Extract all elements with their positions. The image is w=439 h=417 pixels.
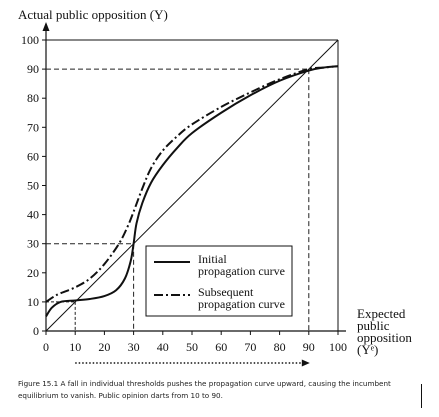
x-tick-label: 10 — [69, 340, 81, 354]
y-tick-label: 50 — [27, 179, 39, 193]
y-axis-label: Actual public opposition (Y) — [18, 7, 168, 22]
x-tick-label: 60 — [215, 340, 227, 354]
y-tick-label: 10 — [27, 295, 39, 309]
x-tick-label: 20 — [98, 340, 110, 354]
x-axis-label-line: (Yᵉ) — [357, 342, 378, 357]
y-tick-label: 30 — [27, 237, 39, 251]
y-tick-label: 0 — [33, 324, 39, 338]
x-axis-label-line: opposition — [357, 330, 412, 345]
y-tick-label: 90 — [27, 62, 39, 76]
initial-curve-line — [45, 65, 339, 318]
y-tick-label: 60 — [27, 149, 39, 163]
x-tick-label: 70 — [244, 340, 256, 354]
diagonal-45-line — [45, 39, 339, 332]
legend-label: propagation curve — [198, 297, 285, 311]
x-tick-label: 50 — [186, 340, 198, 354]
legend-label: propagation curve — [198, 264, 285, 278]
legend-label: Initial — [198, 252, 227, 266]
y-axis-arrowhead — [42, 22, 50, 31]
y-tick-label: 70 — [27, 120, 39, 134]
x-tick-label: 40 — [157, 340, 169, 354]
y-tick-label: 40 — [27, 208, 39, 222]
x-tick-label: 80 — [274, 340, 286, 354]
figure-caption: Figure 15.1 A fall in individual thresho… — [18, 379, 391, 400]
y-tick-label: 100 — [21, 33, 39, 47]
x-axis-label-line: Expected — [357, 306, 406, 321]
x-axis-label-line: public — [357, 318, 390, 333]
x-tick-label: 100 — [329, 340, 347, 354]
subsequent-curve-line — [45, 65, 339, 303]
caption-divider — [421, 384, 422, 408]
legend-box — [145, 245, 293, 317]
x-tick-label: 90 — [303, 340, 315, 354]
shift-arrow-head — [301, 359, 310, 367]
legend-label: Subsequent — [198, 285, 254, 299]
y-tick-label: 80 — [27, 91, 39, 105]
x-tick-label: 0 — [43, 340, 49, 354]
x-tick-label: 30 — [128, 340, 140, 354]
y-tick-label: 20 — [27, 266, 39, 280]
